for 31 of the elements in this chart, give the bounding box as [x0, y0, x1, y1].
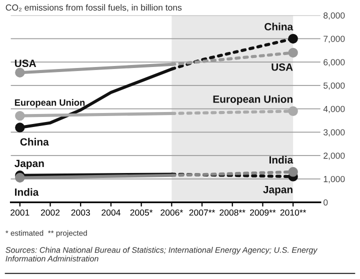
x-tick-label: 2004	[102, 209, 120, 216]
x-tick-label: 2008**	[220, 209, 246, 216]
x-tick-label: 2009**	[250, 209, 276, 216]
x-tick-label: 2001	[10, 209, 30, 216]
y-tick-label: 6,000	[324, 59, 345, 66]
chart-title: CO₂ emissions from fossil fuels, in billion tons	[6, 4, 182, 12]
x-tick-label: 2002	[40, 209, 60, 216]
source-note: Sources: China National Bureau of Statistics; International Energy Agency; U.S. Energy Information Administration	[6, 246, 318, 262]
y-tick-label: 7,000	[324, 36, 345, 43]
series-label: USA	[14, 60, 36, 68]
series-label: European Union	[213, 95, 292, 105]
series-label: European Union	[14, 99, 85, 108]
y-tick-label: 2,000	[324, 152, 345, 160]
x-tick-label: 2010**	[280, 209, 306, 216]
y-tick-label: 4,000	[323, 106, 345, 114]
x-tick-label: 2005*	[130, 209, 153, 216]
series-label: China	[20, 138, 49, 146]
series-label: Japan	[14, 160, 44, 170]
x-tick-label: 2003	[71, 209, 90, 216]
series-label: Japan	[263, 186, 292, 196]
y-tick-label: 5,000	[324, 82, 345, 90]
y-tick-label: 3,000	[324, 129, 345, 136]
x-tick-label: 2006*	[160, 209, 183, 216]
series-label: India	[269, 156, 294, 164]
y-tick-label: 0	[324, 199, 328, 206]
series-label: USA	[272, 63, 293, 71]
series-label: India	[15, 188, 39, 196]
y-tick-label: 8,000	[324, 12, 345, 20]
x-tick-label: 2007**	[189, 209, 216, 216]
series-label: China	[264, 22, 294, 30]
y-tick-label: 1,000	[324, 176, 345, 184]
